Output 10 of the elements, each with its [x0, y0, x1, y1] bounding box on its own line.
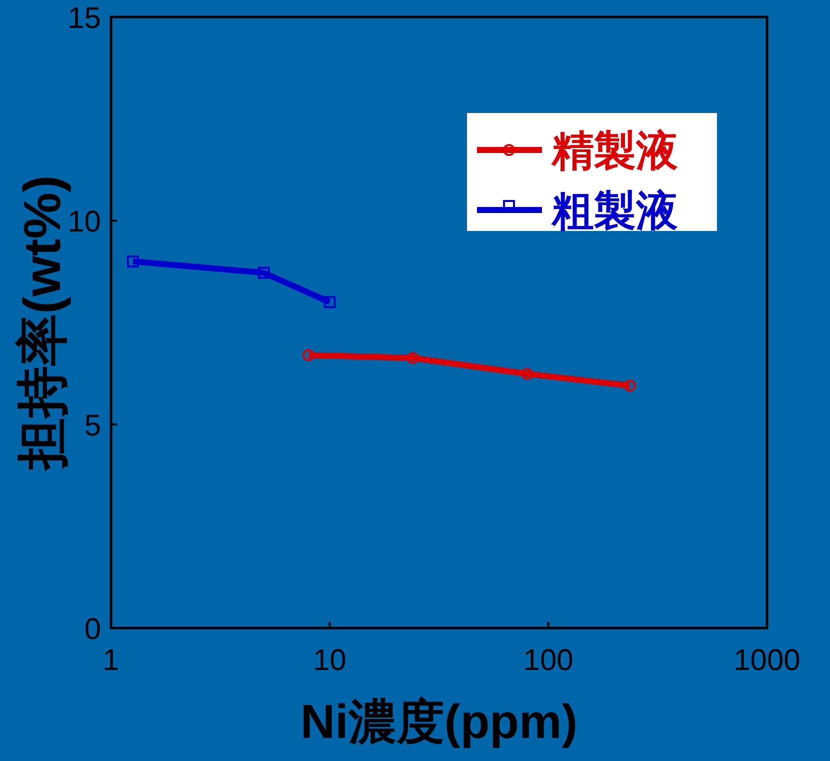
legend-label: 粗製液 — [551, 187, 678, 234]
x-tick-label: 1000 — [734, 644, 800, 677]
x-tick-label: 1 — [102, 644, 120, 677]
x-tick-label: 100 — [523, 644, 574, 677]
y-tick-label: 5 — [84, 409, 101, 442]
x-tick-label: 10 — [312, 644, 346, 677]
x-axis-title: Ni濃度(ppm) — [300, 696, 578, 749]
y-tick-label: 15 — [68, 2, 101, 35]
y-tick-label: 0 — [84, 613, 101, 646]
legend-label: 精製液 — [551, 127, 678, 174]
